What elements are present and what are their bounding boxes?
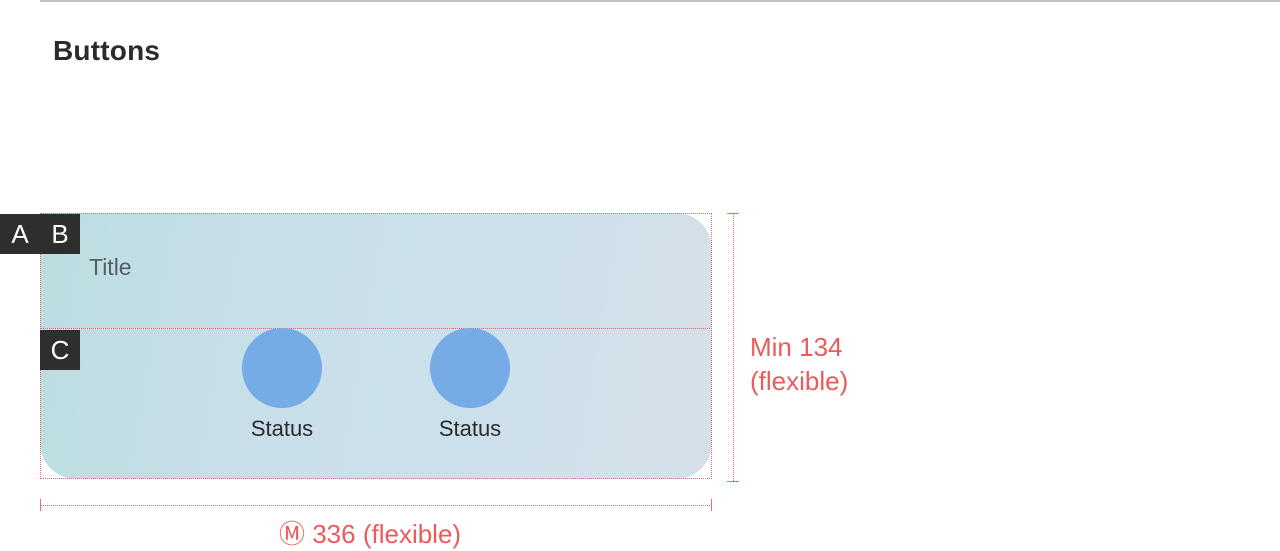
width-dimension-label: Ⓜ 336 (flexible): [279, 519, 462, 549]
height-dimension-note: (flexible): [750, 366, 849, 396]
marker-b: B: [40, 214, 80, 254]
height-dimension-tick-top: [727, 213, 739, 214]
height-dimension-line: [733, 213, 734, 481]
status-label: Status: [438, 416, 502, 441]
section-title: Buttons: [53, 35, 161, 66]
marker-c: C: [40, 330, 80, 370]
status-button-1[interactable]: Status: [232, 328, 332, 442]
width-dimension-line: [40, 505, 712, 506]
height-dimension-tick-bottom: [727, 481, 739, 482]
status-circle-icon: [430, 328, 510, 408]
width-dimension-tick-left: [40, 499, 41, 511]
status-label: Status: [250, 416, 314, 441]
height-dimension-value: Min 134: [750, 332, 843, 362]
widget-card: [40, 213, 712, 479]
height-dimension-label: Min 134 (flexible): [750, 330, 848, 398]
width-dimension-tick-right: [711, 499, 712, 511]
status-button-2[interactable]: Status: [420, 328, 520, 442]
status-circle-icon: [242, 328, 322, 408]
section-divider-line: [40, 328, 712, 329]
top-divider: [40, 0, 1280, 2]
card-title: Title: [89, 254, 132, 280]
marker-a: A: [0, 214, 40, 254]
